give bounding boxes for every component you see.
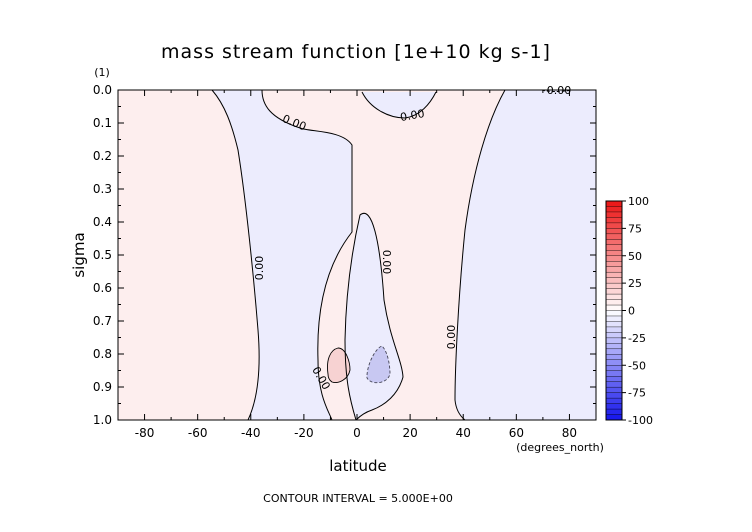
colorbar-segment bbox=[605, 206, 623, 213]
colorbar-segment bbox=[605, 250, 623, 257]
y-axis-label: sigma bbox=[70, 232, 88, 277]
y-tick-label: 0.7 bbox=[93, 314, 112, 328]
zero-contour-south bbox=[211, 89, 260, 421]
colorbar-segment bbox=[605, 282, 623, 290]
y-tick-label: 0.5 bbox=[93, 248, 112, 262]
colorbar-segment bbox=[605, 359, 623, 366]
southern-negative-region bbox=[212, 90, 352, 420]
northern-upper-negative-region bbox=[362, 92, 436, 118]
negative-core bbox=[366, 345, 391, 384]
colorbar-segment bbox=[605, 211, 623, 218]
x-tick-label: 80 bbox=[562, 426, 577, 440]
colorbar-segment bbox=[605, 255, 623, 262]
zero-contour-equatorial bbox=[344, 212, 404, 421]
colorbar-segment bbox=[605, 408, 623, 416]
y-tick-label: 0.8 bbox=[93, 347, 112, 361]
contour-label: 0.00 bbox=[253, 256, 266, 281]
y-axis-units: (1) bbox=[94, 66, 110, 79]
x-tick-label: -60 bbox=[188, 426, 208, 440]
y-tick-label: 1.0 bbox=[93, 413, 112, 427]
colorbar-segment bbox=[605, 239, 623, 246]
colorbar-segment bbox=[605, 392, 623, 399]
colorbar-segment bbox=[605, 326, 623, 333]
colorbar-segment bbox=[605, 266, 623, 273]
colorbar-tick-label: 50 bbox=[628, 250, 642, 263]
colorbar: 100 75 50 25 0 -25 -50 -75 -100 bbox=[605, 195, 653, 427]
colorbar-segment bbox=[605, 222, 623, 229]
x-tick-label: 20 bbox=[402, 426, 417, 440]
colorbar-segment bbox=[605, 343, 623, 350]
colorbar-segment bbox=[605, 381, 623, 388]
colorbar-segment bbox=[605, 397, 623, 405]
colorbar-tick-label: 0 bbox=[628, 305, 635, 318]
colorbar-segment bbox=[605, 414, 623, 421]
y-tick-label: 0.0 bbox=[93, 83, 112, 97]
y-axis: 0.0 0.1 0.2 0.3 0.4 0.5 0.6 0.7 0.8 0.9 1.0 bbox=[93, 83, 596, 427]
colorbar-segment bbox=[605, 403, 623, 410]
positive-core bbox=[327, 347, 351, 383]
colorbar-segment bbox=[605, 228, 623, 235]
colorbar-tick-label: 75 bbox=[628, 222, 642, 235]
colorbar-segment bbox=[605, 370, 623, 377]
contour-label: 0.00 bbox=[399, 107, 425, 124]
y-tick-label: 0.3 bbox=[93, 182, 112, 196]
colorbar-segment bbox=[605, 244, 623, 251]
colorbar-segment bbox=[605, 337, 623, 344]
zero-contour-south-upper bbox=[261, 89, 353, 421]
x-axis-units: (degrees_north) bbox=[516, 441, 604, 454]
y-tick-label: 0.6 bbox=[93, 281, 112, 295]
colorbar-segment bbox=[605, 277, 623, 284]
x-axis: -80 -60 -40 -20 0 20 40 60 80 bbox=[117, 90, 597, 440]
x-tick-label: -80 bbox=[135, 426, 155, 440]
colorbar-tick-label: 25 bbox=[628, 277, 642, 290]
colorbar-tick-label: -25 bbox=[628, 332, 646, 345]
colorbar-segment bbox=[605, 299, 623, 306]
x-tick-label: -40 bbox=[241, 426, 261, 440]
colorbar-segment bbox=[605, 315, 623, 322]
zero-contour-north bbox=[454, 89, 506, 421]
chart-title: mass stream function [1e+10 kg s-1] bbox=[161, 41, 551, 63]
colorbar-segment bbox=[605, 293, 623, 301]
x-axis-label: latitude bbox=[329, 457, 387, 475]
contour-label: 0.00 bbox=[445, 325, 458, 350]
colorbar-tick-label: -50 bbox=[628, 359, 646, 372]
colorbar-segment bbox=[605, 348, 623, 355]
zero-contour-top bbox=[361, 91, 437, 119]
colorbar-segment bbox=[605, 354, 623, 361]
contour-label: 0.00 bbox=[380, 250, 393, 275]
contour-interval: CONTOUR INTERVAL = 5.000E+00 bbox=[263, 492, 453, 505]
colorbar-segment bbox=[605, 365, 623, 372]
colorbar-segment bbox=[605, 233, 623, 240]
x-tick-label: -20 bbox=[294, 426, 314, 440]
colorbar-segment bbox=[605, 200, 623, 207]
colorbar-segment bbox=[605, 304, 623, 311]
colorbar-tick-label: -100 bbox=[628, 414, 653, 427]
y-tick-label: 0.1 bbox=[93, 116, 112, 130]
colorbar-segment bbox=[605, 321, 623, 328]
x-tick-label: 0 bbox=[353, 426, 361, 440]
x-tick-label: 60 bbox=[509, 426, 524, 440]
colorbar-segment bbox=[605, 310, 623, 317]
colorbar-segment bbox=[605, 217, 623, 224]
y-tick-label: 0.9 bbox=[93, 380, 112, 394]
colorbar-segment bbox=[605, 386, 623, 394]
colorbar-segment bbox=[605, 288, 623, 295]
colorbar-segment bbox=[605, 261, 623, 268]
colorbar-segment bbox=[605, 376, 623, 383]
colorbar-segment bbox=[605, 332, 623, 339]
northern-negative-region bbox=[455, 90, 596, 420]
y-tick-label: 0.2 bbox=[93, 149, 112, 163]
colorbar-tick-label: 100 bbox=[628, 195, 649, 208]
y-tick-label: 0.4 bbox=[93, 215, 112, 229]
zero-contours bbox=[211, 89, 573, 421]
colorbar-tick-label: -75 bbox=[628, 387, 646, 400]
x-tick-label: 40 bbox=[456, 426, 471, 440]
colorbar-segment bbox=[605, 271, 623, 279]
